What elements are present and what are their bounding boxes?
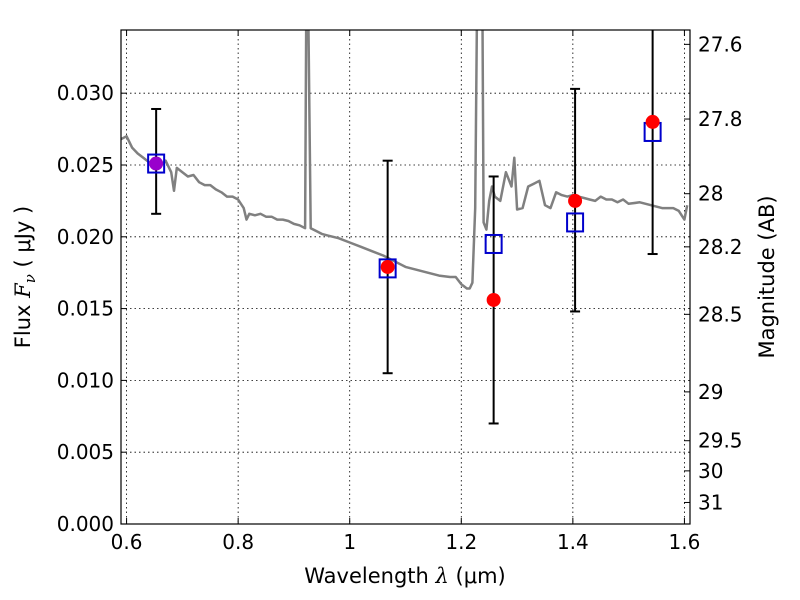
y-tick-label: 0.020 xyxy=(57,225,114,249)
mag-tick-label: 31 xyxy=(698,490,723,514)
x-tick-label: 0.8 xyxy=(222,530,254,554)
mag-tick-label: 27.6 xyxy=(698,32,743,56)
observed-point-marker xyxy=(645,114,660,129)
mag-tick-label: 28.5 xyxy=(698,302,743,326)
y-axis-label: Flux Fν ( μJy ) xyxy=(11,206,39,348)
y-tick-label: 0.025 xyxy=(57,153,114,177)
x-tick-label: 0.6 xyxy=(111,530,143,554)
mag-tick-label: 28.2 xyxy=(698,235,743,259)
y-tick-label: 0.000 xyxy=(57,512,114,536)
mag-tick-label: 29 xyxy=(698,380,723,404)
y-tick-label: 0.005 xyxy=(57,440,114,464)
observed-point-marker xyxy=(486,292,501,307)
y-tick-label: 0.010 xyxy=(57,368,114,392)
observed-point-marker xyxy=(568,193,583,208)
observed-point-marker xyxy=(380,259,395,274)
observed-point-marker xyxy=(149,156,164,171)
y-tick-label: 0.015 xyxy=(57,297,114,321)
x-axis-label: Wavelength λ (μm) xyxy=(304,564,505,588)
plot-layer xyxy=(121,30,689,425)
model-square-marker xyxy=(378,258,397,279)
mag-tick-label: 27.8 xyxy=(698,107,743,131)
model-square-marker xyxy=(566,212,585,233)
axis-layer: 0.6 0.8 1 1.2 1.4 1.6 0.000 0.005 0.010 0.015 0.02… xyxy=(57,30,743,554)
x-tick-label: 1.2 xyxy=(445,530,477,554)
mag-tick-label: 28 xyxy=(698,182,723,206)
y2-axis-label: Magnitude (AB) xyxy=(755,195,779,358)
y-tick-label: 0.030 xyxy=(57,81,114,105)
mag-tick-label: 29.5 xyxy=(698,429,743,453)
x-tick-label: 1.4 xyxy=(557,530,589,554)
mag-tick-label: 30 xyxy=(698,459,723,483)
model-square-marker xyxy=(484,233,503,254)
x-tick-label: 1.6 xyxy=(669,530,701,554)
plot-frame xyxy=(120,29,691,525)
model-square-marker xyxy=(147,153,166,174)
x-tick-label: 1 xyxy=(343,530,356,554)
